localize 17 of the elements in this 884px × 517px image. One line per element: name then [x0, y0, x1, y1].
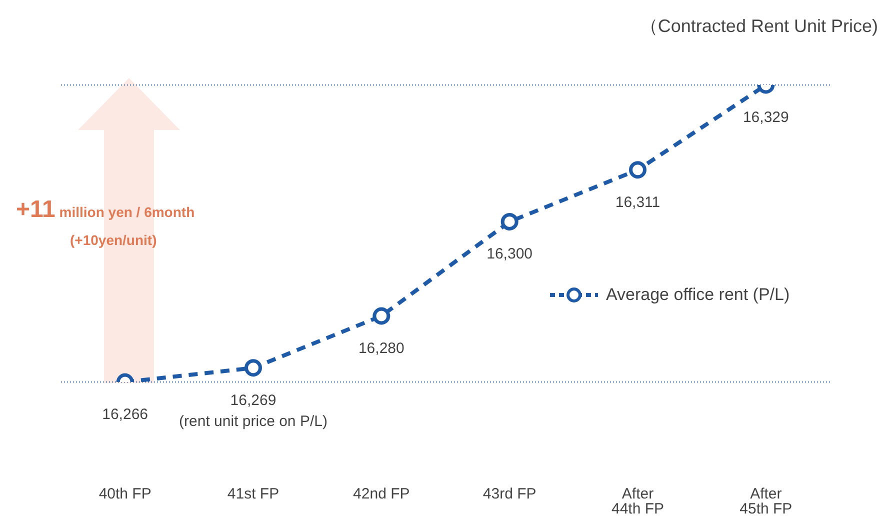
x-tick-label: 43rd FP [482, 486, 536, 503]
x-tick-label: 42nd FP [353, 486, 410, 503]
data-label: 16,300 [486, 246, 533, 263]
data-label: 16,269 [230, 392, 276, 409]
annotation: (rent unit price on P/L) [179, 412, 328, 430]
data-label: 16,266 [102, 406, 148, 423]
data-label: 16,280 [358, 340, 404, 357]
x-tick-label: 40th FP [98, 486, 152, 503]
annotation: (+10yen/unit) [70, 232, 157, 248]
x-tick-label: After 44th FP [611, 486, 664, 517]
x-tick-label: After 45th FP [740, 486, 792, 517]
legend-label: Average office rent (P/L) [606, 285, 790, 305]
chart-title: （Contracted Rent Unit Price) [640, 15, 878, 38]
x-tick-label: 41st FP [227, 486, 280, 503]
data-label: 16,329 [742, 109, 789, 126]
annotation: +11 million yen / 6month [16, 196, 195, 223]
data-label: 16,311 [615, 194, 660, 211]
